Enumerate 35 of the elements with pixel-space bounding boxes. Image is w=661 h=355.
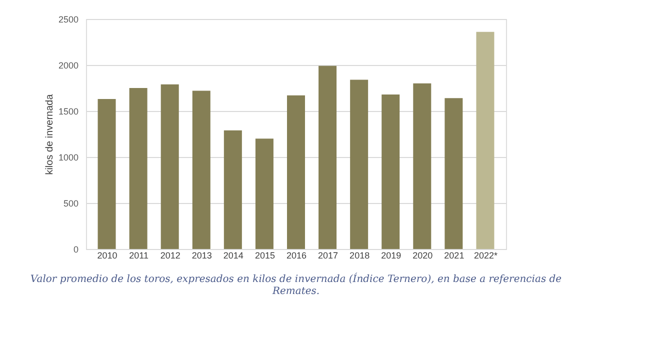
x-tick-label: 2014 [223,250,244,260]
bar [318,66,337,249]
bar [129,88,148,249]
bar [476,32,494,249]
bar [224,130,242,249]
x-tick-label: 2016 [286,250,307,260]
x-tick-label: 2012 [160,250,180,260]
bar [192,90,210,249]
x-tick-label: 2020 [412,250,433,260]
x-tick-label: 2021 [444,250,464,260]
x-tick-label: 2011 [129,250,148,260]
x-tick-label: 2018 [350,250,370,260]
bar [444,98,463,249]
x-tick-label: 2019 [381,250,402,260]
y-tick-label: 1500 [58,106,78,116]
bar [287,95,305,249]
y-tick-label: 0 [73,244,78,254]
y-tick-label: 1000 [58,152,78,162]
bar [98,99,116,249]
bar [160,84,179,249]
text: Valor promedio de los toros, expresados en kilos de invernada (Índice Ternero), en base a referencias de [30,272,562,285]
x-tick-label: 2010 [97,250,118,260]
x-tick-label: 2022* [474,250,498,260]
x-tick-label: 2015 [254,250,275,260]
text: Remates. [271,286,320,297]
y-axis-title: kilos de invernada [44,94,56,175]
x-tick-label: 2013 [192,250,212,260]
bar [382,94,400,249]
x-tick-label: 2017 [318,250,338,260]
bar [255,138,274,249]
bar [413,83,432,249]
y-tick-label: 500 [63,198,78,208]
bar [350,80,368,249]
y-tick-label: 2500 [58,14,78,24]
y-tick-label: 2000 [58,60,78,70]
